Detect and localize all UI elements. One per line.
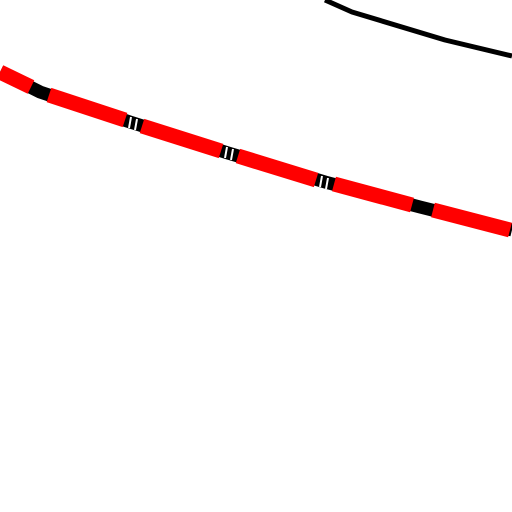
rail-segment bbox=[46, 87, 128, 128]
railway-base bbox=[0, 66, 512, 237]
rail-segment bbox=[431, 202, 512, 238]
rail-segment bbox=[332, 176, 414, 213]
tick bbox=[224, 146, 228, 159]
railway-ticks bbox=[128, 116, 329, 190]
tick bbox=[319, 175, 323, 188]
railway bbox=[0, 65, 512, 238]
tick bbox=[230, 148, 234, 161]
tick bbox=[128, 116, 132, 129]
road bbox=[323, 0, 512, 59]
rail-segment bbox=[235, 148, 319, 188]
tick bbox=[134, 118, 138, 131]
tick bbox=[325, 177, 329, 190]
railway-segments bbox=[0, 65, 512, 238]
rail-segment bbox=[139, 118, 224, 159]
rail-segment bbox=[0, 65, 35, 94]
